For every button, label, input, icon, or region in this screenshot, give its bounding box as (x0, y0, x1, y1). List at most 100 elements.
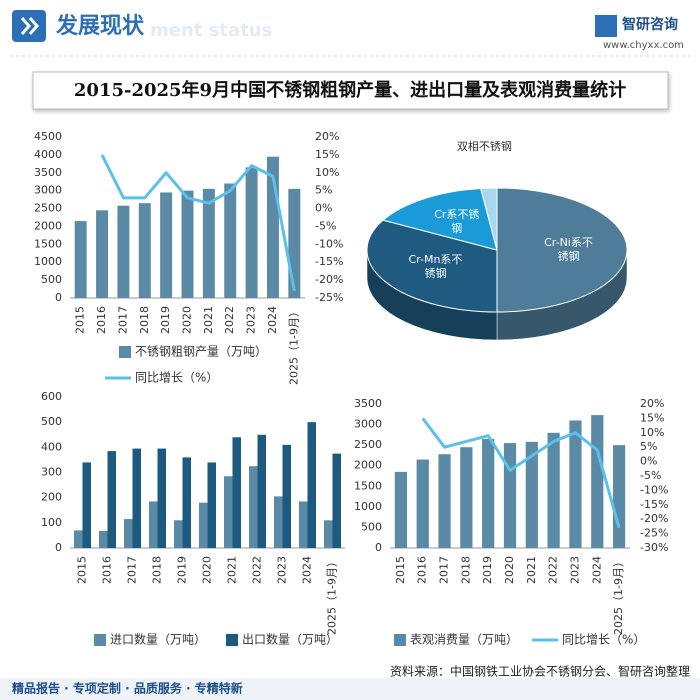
y-tick-label: 2000 (354, 459, 382, 472)
x-tick-label: 2024 (266, 306, 279, 334)
y-tick-label: 2000 (34, 219, 62, 232)
bar (117, 205, 130, 298)
x-tick-label: 2018 (151, 556, 164, 584)
y-tick-label: 1000 (34, 255, 62, 268)
bar (282, 444, 291, 548)
legend-swatch (119, 346, 131, 358)
bar (438, 454, 451, 548)
bar (266, 156, 279, 298)
brand-name: 智研咨询 (621, 16, 678, 33)
brand-logo (595, 15, 617, 37)
bar (107, 451, 116, 548)
brand-url: www.chyxx.com (603, 40, 684, 51)
y-tick-label: 1000 (354, 500, 382, 513)
bar (503, 443, 517, 548)
y-tick-label: 3500 (34, 166, 62, 179)
y-tick-label: 3000 (34, 184, 62, 197)
bar (307, 422, 316, 548)
x-tick-label: 2020 (503, 556, 516, 584)
y2-tick-label: 0% (315, 202, 332, 215)
bar (124, 519, 133, 548)
y-tick-label: 3500 (354, 397, 382, 410)
y2-tick-label: -10% (640, 483, 668, 496)
bar (324, 520, 333, 548)
footer: 精品报告 · 专项定制 · 品质服务 · 专精特新 (12, 681, 243, 696)
x-tick-label: 2016 (416, 556, 429, 584)
x-tick-label: 2023 (568, 556, 581, 584)
y-tick-label: 0 (55, 291, 62, 304)
x-tick-label: 2020 (201, 556, 214, 584)
pie-label: Cr-Ni系不锈钢 (544, 236, 593, 263)
y2-tick-label: 15% (315, 148, 339, 161)
x-tick-label: 2020 (181, 306, 194, 334)
y2-tick-label: -5% (640, 469, 661, 482)
bar (460, 447, 473, 548)
x-tick-label: 2015 (76, 556, 89, 584)
bar (157, 448, 166, 548)
bar (257, 434, 266, 548)
bar (416, 459, 429, 548)
pie-slice (382, 187, 498, 251)
pie-slice (496, 187, 628, 313)
pie-label: Cr系不锈钢 (434, 207, 480, 235)
title-box (32, 71, 669, 110)
x-tick-label: 2023 (245, 306, 258, 334)
bar (82, 462, 91, 548)
y-tick-label: 100 (41, 516, 62, 529)
legend-label: 出口数量（万吨） (242, 632, 338, 647)
x-tick-label: 2018 (138, 306, 151, 334)
bar (288, 188, 301, 298)
x-tick-label: 2021 (226, 556, 239, 584)
legend-label: 同比增长（%） (562, 633, 645, 647)
legend-label: 同比增长（%） (135, 371, 218, 385)
bar (482, 438, 495, 548)
bar (525, 441, 538, 548)
y2-tick-label: -20% (640, 512, 668, 525)
y-tick-label: 4500 (34, 130, 62, 143)
bar (99, 530, 108, 548)
bar (207, 462, 216, 548)
bar (132, 448, 141, 548)
bar (160, 192, 173, 298)
y-tick-label: 0 (55, 541, 62, 554)
bar (591, 415, 604, 548)
y-tick-label: 500 (41, 415, 62, 428)
main-title: 2015-2025年9月中国不锈钢粗钢产量、进出口量及表观消费量统计 (74, 79, 626, 101)
y2-tick-label: 15% (640, 411, 664, 424)
bar (149, 501, 158, 548)
x-tick-label: 2022 (251, 556, 264, 584)
header-subtitle: ment status (150, 20, 272, 41)
y-tick-label: 4000 (34, 148, 62, 161)
y-tick-label: 1500 (34, 237, 62, 250)
x-tick-label: 2024 (301, 556, 314, 584)
bar (547, 432, 560, 548)
bar (74, 221, 87, 298)
x-tick-label: 2024 (590, 556, 603, 584)
x-tick-label: 2018 (459, 556, 472, 584)
bar (612, 445, 626, 548)
pie-label: Cr-Mn系不锈钢 (408, 253, 463, 281)
bar (74, 530, 83, 548)
x-tick-label: 2025（1-9月） (612, 556, 625, 635)
bar (199, 502, 208, 548)
y2-tick-label: -20% (315, 273, 343, 286)
y2-tick-label: 5% (640, 440, 657, 453)
bar (332, 453, 341, 548)
x-tick-label: 2021 (202, 306, 215, 334)
y2-tick-label: -10% (315, 237, 343, 250)
line (100, 154, 296, 292)
y-tick-label: 300 (41, 466, 62, 479)
y2-tick-label: -25% (640, 527, 668, 540)
y2-tick-label: 20% (640, 397, 664, 410)
x-tick-label: 2025（1-9月） (326, 556, 339, 635)
header-icon-arrow (20, 17, 39, 35)
x-tick-label: 2019 (159, 306, 172, 334)
y-tick-label: 500 (361, 520, 382, 533)
footer-band (0, 678, 700, 700)
x-tick-label: 2017 (126, 556, 139, 584)
bar (202, 188, 215, 298)
y-tick-label: 1500 (354, 479, 382, 492)
bar (249, 466, 258, 548)
